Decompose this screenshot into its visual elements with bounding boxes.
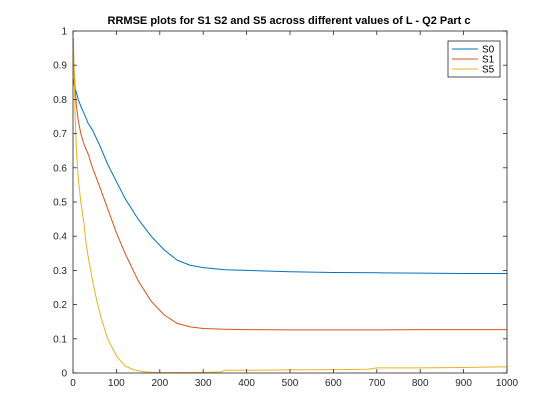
series-line-s5 (72, 37, 507, 374)
y-tick-label: 0.9 (53, 61, 67, 72)
y-tick-label: 0 (61, 369, 67, 380)
legend-label-s1: S1 (482, 55, 495, 66)
x-tick-label: 200 (151, 378, 168, 389)
plot-area (73, 31, 507, 373)
x-tick-label: 700 (368, 378, 385, 389)
series-layer (72, 37, 507, 374)
ticks-layer: 0 100 200 300 400 500 600 700 800 900 1000 0 0.1 0.2 0… (53, 27, 518, 390)
x-tick-label: 400 (238, 378, 255, 389)
legend-label-s0: S0 (482, 45, 495, 56)
series-line-s1 (72, 54, 507, 331)
x-tick-label: 600 (325, 378, 342, 389)
y-tick-label: 0.8 (53, 95, 67, 106)
x-tick-label: 0 (70, 378, 76, 389)
x-tick-label: 100 (108, 378, 125, 389)
y-tick-label: 0.7 (53, 129, 67, 140)
y-tick-label: 0.5 (53, 198, 67, 209)
x-tick-label: 300 (195, 378, 212, 389)
legend-label-s5: S5 (482, 65, 495, 76)
y-tick-label: 1 (61, 27, 67, 38)
x-tick-label: 500 (282, 378, 299, 389)
x-tick-label: 900 (455, 378, 472, 389)
y-tick-label: 0.2 (53, 300, 67, 311)
y-tick-label: 0.3 (53, 266, 67, 277)
x-tick-label: 1000 (496, 378, 519, 389)
y-tick-label: 0.6 (53, 163, 67, 174)
y-tick-label: 0.1 (53, 334, 67, 345)
chart-title: RRMSE plots for S1 S2 and S5 across diff… (108, 15, 471, 27)
x-tick-label: 800 (412, 378, 429, 389)
y-tick-label: 0.4 (53, 232, 67, 243)
series-line-s0 (72, 78, 507, 274)
